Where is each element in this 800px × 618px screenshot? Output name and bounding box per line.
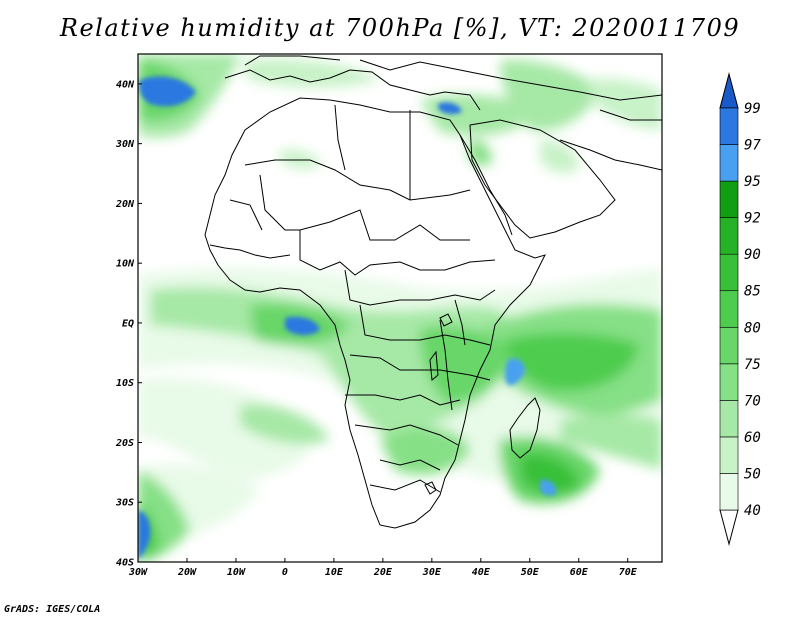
lat-tick-label: 30S bbox=[115, 498, 134, 509]
colorbar-label: 97 bbox=[744, 138, 761, 154]
lat-tick-label: EQ bbox=[122, 318, 134, 329]
lon-tick-label: 30W bbox=[128, 567, 148, 578]
colorbar-swatch bbox=[719, 144, 739, 182]
colorbar-label: 80 bbox=[744, 320, 761, 336]
colorbar-swatch bbox=[719, 473, 739, 511]
colorbar: 40 50 60 70 75 80 85 90 92 95 97 99 bbox=[719, 72, 761, 546]
lon-tick-label: 10E bbox=[325, 567, 344, 578]
lat-tick-label: 10S bbox=[116, 378, 134, 389]
colorbar-label: 95 bbox=[744, 174, 761, 190]
map-title: Relative humidity at 700hPa [%], VT: 202… bbox=[59, 14, 741, 42]
europe-coastline bbox=[224, 69, 481, 111]
colorbar-lower-arrow bbox=[719, 509, 739, 546]
colorbar-label: 50 bbox=[744, 466, 761, 482]
madagascar-coastline bbox=[509, 397, 541, 459]
africa-coastline bbox=[204, 97, 546, 529]
lon-tick-label: 0 bbox=[282, 567, 288, 578]
lon-tick-label: 50E bbox=[521, 567, 540, 578]
lat-tick-label: 40N bbox=[116, 79, 135, 90]
colorbar-swatch bbox=[719, 253, 739, 292]
lat-tick-label: 10N bbox=[116, 259, 135, 270]
colorbar-label: 90 bbox=[744, 247, 761, 263]
colorbar-label: 85 bbox=[744, 284, 761, 300]
colorbar-label: 75 bbox=[744, 357, 761, 373]
lon-tick-label: 30E bbox=[422, 567, 442, 578]
country-outlines bbox=[204, 55, 662, 529]
lat-tick-label: 40S bbox=[116, 558, 134, 569]
colorbar-upper-arrow bbox=[719, 72, 739, 109]
humidity-field bbox=[138, 54, 662, 562]
lat-tick-label: 20S bbox=[115, 438, 134, 449]
lon-tick-label: 20W bbox=[177, 567, 197, 578]
colorbar-label: 60 bbox=[744, 430, 761, 446]
colorbar-swatch bbox=[719, 400, 739, 438]
grads-credit: GrADS: IGES/COLA bbox=[4, 604, 101, 615]
colorbar-swatch bbox=[719, 107, 739, 145]
colorbar-swatch bbox=[719, 180, 739, 218]
colorbar-swatch bbox=[719, 290, 739, 328]
colorbar-label: 40 bbox=[744, 503, 761, 519]
latitude-axis: 40N 30N 20N 10N EQ 10S 20S 30S 40S bbox=[115, 79, 142, 569]
colorbar-swatch bbox=[719, 217, 739, 255]
lat-tick-label: 20N bbox=[115, 199, 135, 210]
colorbar-label: 99 bbox=[744, 101, 761, 117]
colorbar-swatch bbox=[719, 436, 739, 474]
map-frame bbox=[137, 53, 663, 563]
lon-tick-label: 70E bbox=[619, 567, 638, 578]
arabia-coastline bbox=[469, 119, 616, 239]
lon-tick-label: 40E bbox=[472, 567, 491, 578]
longitude-axis: 30W 20W 10W 0 10E 20E 30E 40E 50E 60E 70E bbox=[128, 558, 638, 578]
lon-tick-label: 20E bbox=[373, 567, 393, 578]
lat-tick-label: 30N bbox=[115, 139, 135, 150]
lon-tick-label: 60E bbox=[570, 567, 589, 578]
colorbar-label: 92 bbox=[744, 211, 761, 227]
colorbar-swatch bbox=[719, 363, 739, 401]
colorbar-label: 70 bbox=[744, 393, 761, 409]
colorbar-swatch bbox=[719, 326, 739, 365]
lon-tick-label: 10W bbox=[227, 567, 246, 578]
